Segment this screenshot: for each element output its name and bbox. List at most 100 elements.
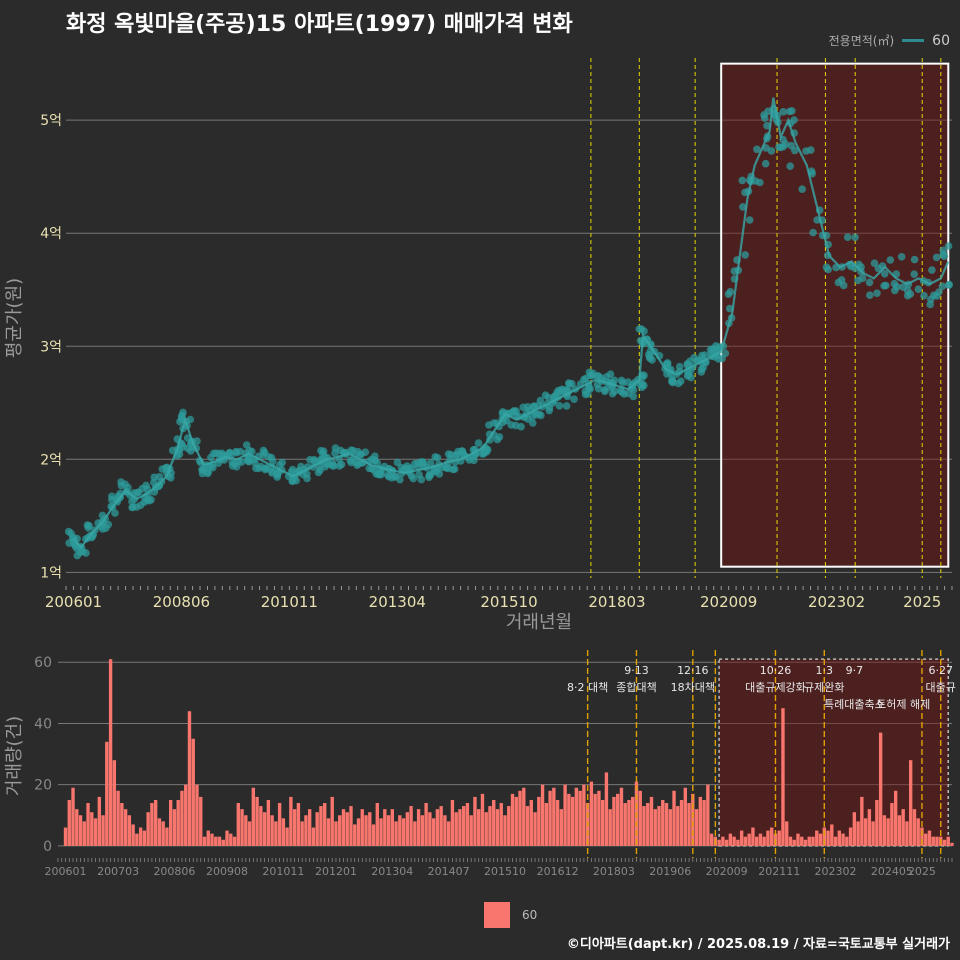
- volume-bar: [698, 796, 703, 846]
- volume-bar: [785, 821, 789, 846]
- volume-bar: [623, 803, 627, 846]
- volume-bar: [450, 799, 455, 846]
- price-point: [741, 251, 749, 259]
- x-tick-label: 200601: [45, 865, 87, 878]
- volume-bar: [518, 790, 522, 846]
- volume-bar: [942, 839, 947, 846]
- volume-bar: [105, 741, 109, 846]
- volume-bar: [852, 812, 857, 846]
- volume-bar: [845, 836, 849, 846]
- volume-bar: [229, 833, 233, 846]
- volume-bar: [311, 827, 316, 846]
- volume-bar: [495, 809, 500, 846]
- volume-bar: [78, 815, 83, 846]
- volume-bar: [882, 815, 887, 846]
- x-tick-label: 201304: [369, 593, 426, 611]
- price-point: [910, 255, 919, 264]
- y-tick-label: 4억: [40, 226, 62, 242]
- volume-bar: [217, 836, 222, 846]
- x-tick-label: 201011: [262, 865, 304, 878]
- volume-bar: [165, 827, 169, 846]
- annotation-label: 18차대책: [671, 681, 715, 694]
- price-point: [232, 448, 241, 457]
- volume-bar: [638, 790, 642, 846]
- x-tick-label: 202009: [700, 593, 757, 611]
- price-point: [870, 259, 879, 268]
- volume-bar: [676, 806, 680, 846]
- volume-bar: [946, 836, 950, 846]
- volume-bar: [616, 793, 620, 846]
- price-point: [331, 444, 340, 452]
- price-point: [724, 290, 733, 299]
- volume-bar: [202, 836, 207, 846]
- volume-bar: [345, 812, 349, 846]
- price-point: [619, 379, 627, 387]
- volume-bar: [578, 790, 582, 846]
- price-point: [602, 373, 611, 381]
- volume-bar: [510, 793, 515, 846]
- price-point: [529, 419, 537, 427]
- volume-bar: [82, 821, 86, 846]
- volume-bar: [762, 836, 766, 846]
- volume-bar: [792, 839, 796, 846]
- volume-bar: [191, 738, 195, 846]
- volume-bar: [706, 784, 710, 846]
- price-point: [212, 449, 220, 458]
- price-point: [524, 403, 532, 411]
- price-point: [76, 548, 85, 557]
- price-point: [269, 457, 277, 466]
- volume-bar: [593, 793, 597, 846]
- price-point: [624, 389, 633, 398]
- price-point: [701, 351, 709, 359]
- price-point: [886, 256, 895, 264]
- price-point: [209, 463, 217, 472]
- price-point: [798, 185, 806, 193]
- volume-bar: [127, 815, 132, 846]
- y-tick-label: 20: [34, 778, 52, 794]
- volume-bar: [766, 830, 770, 846]
- volume-bar: [777, 830, 781, 846]
- volume-bar: [815, 830, 819, 846]
- volume-bar: [315, 812, 319, 846]
- price-point: [807, 146, 815, 154]
- price-point: [903, 286, 912, 295]
- volume-bar: [195, 784, 199, 846]
- legend-top: 전용면적(㎡) 60: [829, 32, 950, 49]
- annotation-label: 대출규제강화: [745, 681, 806, 694]
- price-point: [207, 453, 215, 462]
- price-point: [374, 470, 383, 479]
- volume-bar: [811, 836, 815, 846]
- price-point: [407, 464, 416, 472]
- volume-bar: [935, 836, 939, 846]
- price-point: [738, 176, 747, 185]
- price-point: [288, 465, 297, 474]
- price-point: [98, 511, 107, 520]
- price-point: [245, 446, 254, 455]
- volume-bar: [255, 796, 259, 846]
- volume-bar: [86, 803, 90, 846]
- price-point: [555, 402, 564, 410]
- volume-bar: [871, 821, 875, 846]
- volume-bar: [172, 809, 177, 846]
- x-tick-label: 202302: [808, 593, 865, 611]
- x-tick-label: 201803: [593, 865, 635, 878]
- volume-bar: [721, 836, 725, 846]
- volume-bar: [251, 787, 256, 846]
- volume-bar: [225, 830, 229, 846]
- price-point: [507, 409, 516, 417]
- price-point: [562, 402, 571, 410]
- volume-bar: [469, 815, 473, 846]
- volume-bar: [567, 793, 571, 846]
- price-point: [945, 280, 953, 289]
- volume-bar: [371, 824, 376, 846]
- page-title: 화정 옥빛마을(주공)15 아파트(1997) 매매가격 변화: [66, 12, 573, 37]
- price-point: [914, 285, 923, 294]
- x-tick-label: 201510: [484, 865, 526, 878]
- price-point: [903, 291, 912, 300]
- x-tick-label: 200806: [153, 593, 210, 611]
- volume-bar: [597, 790, 601, 846]
- price-point: [940, 252, 949, 261]
- volume-bar: [187, 711, 192, 846]
- price-point: [753, 145, 761, 154]
- volume-bar: [950, 842, 954, 846]
